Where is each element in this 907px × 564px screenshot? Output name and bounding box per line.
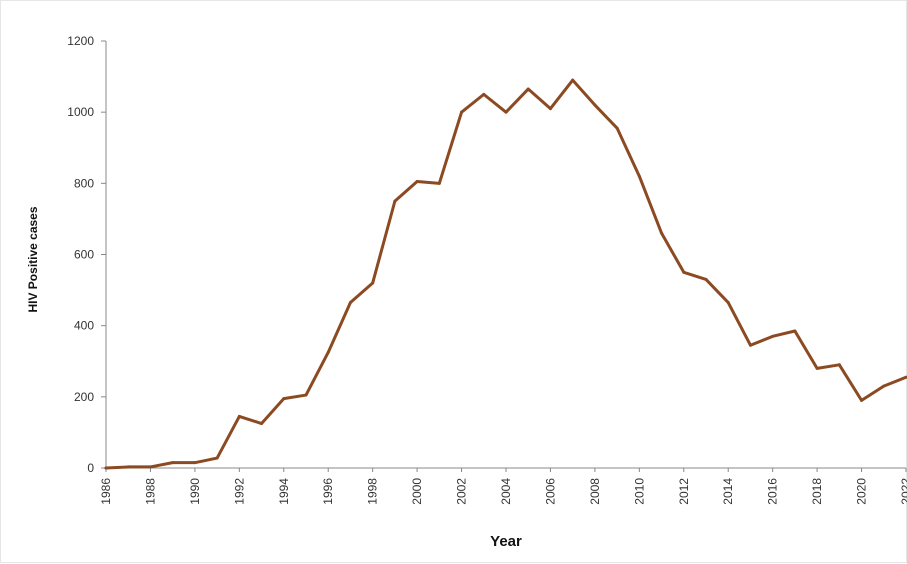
- data-point: [305, 394, 308, 397]
- x-tick-label: 2020: [855, 478, 869, 505]
- data-point: [860, 399, 863, 402]
- x-tick-label: 1986: [99, 478, 113, 505]
- data-point: [282, 397, 285, 400]
- y-tick-label: 800: [74, 176, 94, 190]
- series-line: [106, 80, 906, 468]
- data-point: [349, 301, 352, 304]
- x-tick-label: 2014: [721, 478, 735, 505]
- x-tick-label: 2004: [499, 478, 513, 505]
- x-tick-label: 2006: [543, 478, 557, 505]
- x-tick-label: 2012: [677, 478, 691, 505]
- y-tick-label: 200: [74, 390, 94, 404]
- ticks: 0 200 400 600 800 1000 1200 1986 1988 1990 1992 199…: [67, 34, 907, 505]
- y-tick-label: 600: [74, 248, 94, 262]
- data-point: [171, 461, 174, 464]
- y-tick-label: 1000: [67, 105, 94, 119]
- data-point: [438, 182, 441, 185]
- data-point: [527, 88, 530, 91]
- x-tick-label: 2010: [632, 478, 646, 505]
- data-point: [193, 461, 196, 464]
- data-point: [638, 175, 641, 178]
- y-tick-label: 400: [74, 319, 94, 333]
- x-tick-label: 1988: [143, 478, 157, 505]
- data-point: [593, 104, 596, 107]
- x-tick-label: 1990: [188, 478, 202, 505]
- data-point: [505, 111, 508, 114]
- x-tick-label: 2022: [899, 478, 907, 505]
- data-point: [682, 271, 685, 274]
- data-point: [793, 330, 796, 333]
- data-point: [838, 363, 841, 366]
- x-tick-label: 1998: [366, 478, 380, 505]
- data-point: [393, 200, 396, 203]
- data-point: [727, 301, 730, 304]
- data-point: [149, 465, 152, 468]
- data-point: [260, 422, 263, 425]
- data-point: [327, 351, 330, 354]
- x-tick-label: 1992: [232, 478, 246, 505]
- data-point: [371, 281, 374, 284]
- data-point: [571, 79, 574, 82]
- data-point: [771, 335, 774, 338]
- y-tick-label: 1200: [67, 34, 94, 48]
- x-tick-label: 2008: [588, 478, 602, 505]
- data-point: [238, 415, 241, 418]
- y-tick-label: 0: [87, 461, 94, 475]
- data-point: [705, 278, 708, 281]
- data-point: [816, 367, 819, 370]
- y-axis-title: HIV Positive cases: [26, 206, 40, 312]
- data-point: [616, 127, 619, 130]
- data-point: [460, 111, 463, 114]
- x-tick-label: 1996: [321, 478, 335, 505]
- data-point: [416, 180, 419, 183]
- x-axis-title: Year: [490, 533, 522, 550]
- x-tick-label: 2016: [766, 478, 780, 505]
- axes: [106, 41, 906, 468]
- data-point: [216, 457, 219, 460]
- data-point: [127, 465, 130, 468]
- data-point: [549, 107, 552, 110]
- x-tick-label: 2018: [810, 478, 824, 505]
- x-tick-label: 2002: [455, 478, 469, 505]
- data-point: [482, 93, 485, 96]
- data-point: [660, 232, 663, 235]
- data-point: [749, 344, 752, 347]
- series-group: [105, 79, 907, 470]
- x-tick-label: 1994: [277, 478, 291, 505]
- x-tick-label: 2000: [410, 478, 424, 505]
- data-point: [882, 385, 885, 388]
- data-point: [105, 467, 108, 470]
